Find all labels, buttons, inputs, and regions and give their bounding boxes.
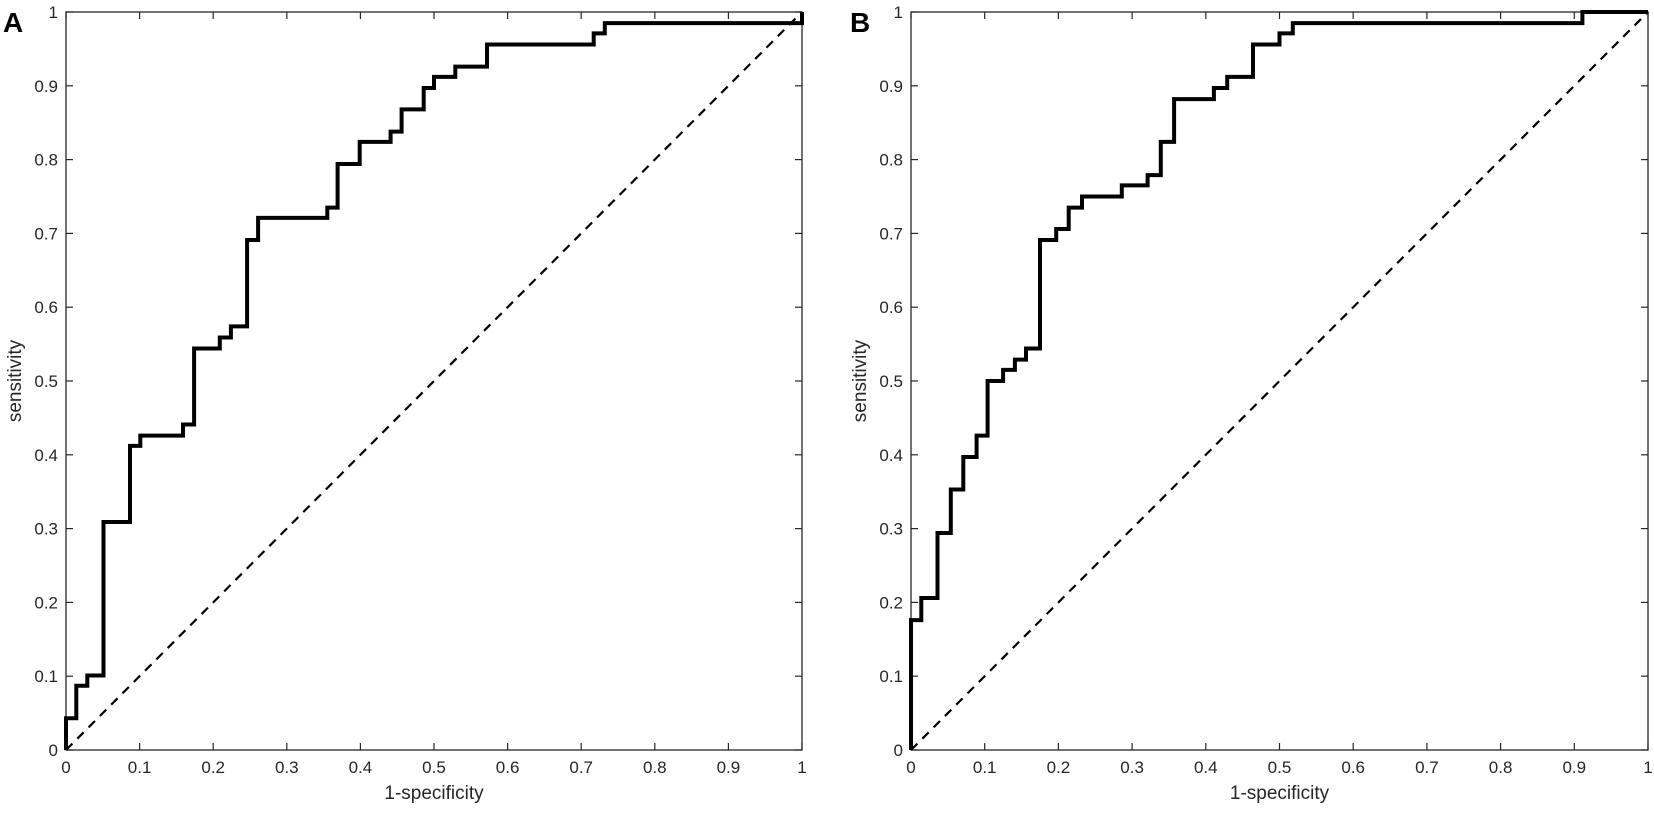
- y-tick-label: 0.3: [879, 520, 903, 539]
- y-tick-label: 0.2: [879, 593, 903, 612]
- x-axis-title: 1-specificity: [1230, 783, 1330, 804]
- x-tick-label: 0.5: [422, 758, 446, 777]
- y-tick-label: 0.7: [879, 224, 903, 243]
- panel-letter: A: [3, 7, 23, 38]
- y-tick-label: 0.4: [34, 446, 58, 465]
- x-tick-label: 1: [1643, 758, 1652, 777]
- y-tick-label: 0.5: [879, 372, 903, 391]
- y-tick-label: 0.3: [34, 520, 58, 539]
- roc-curve: [64, 12, 804, 750]
- x-tick-label: 0.2: [201, 758, 225, 777]
- x-tick-label: 0.8: [1489, 758, 1513, 777]
- x-tick-label: 0: [61, 758, 70, 777]
- x-tick-label: 0.9: [717, 758, 741, 777]
- y-axis-title: sensitivity: [850, 339, 871, 422]
- x-tick-label: 1: [797, 758, 806, 777]
- x-tick-label: 0.4: [349, 758, 373, 777]
- x-tick-label: 0.7: [569, 758, 593, 777]
- y-tick-label: 1: [894, 3, 903, 22]
- panel-a: A 0 0.1 0.2 0.3 0.4 0.5 0.6 0.7 0.8 0.9 1 0 0.1 0.2 0.3…: [3, 3, 807, 804]
- x-tick-label: 0.4: [1194, 758, 1218, 777]
- y-tick-label: 0.9: [879, 77, 903, 96]
- reference-diagonal-line: [910, 11, 1649, 751]
- x-tick-label: 0.2: [1047, 758, 1071, 777]
- x-tick-label: 0: [906, 758, 915, 777]
- x-tick-label: 0.3: [275, 758, 299, 777]
- x-tick-label: 0.6: [496, 758, 520, 777]
- x-tick-label: 0.8: [643, 758, 667, 777]
- y-tick-label: 0.6: [34, 298, 58, 317]
- x-tick-label: 0.1: [128, 758, 152, 777]
- x-tick-label: 0.1: [973, 758, 997, 777]
- x-tick-label: 0.6: [1341, 758, 1365, 777]
- panel-letter: B: [850, 7, 870, 38]
- y-tick-label: 0.4: [879, 446, 903, 465]
- x-tick-label: 0.5: [1268, 758, 1292, 777]
- y-tick-label: 0.7: [34, 224, 58, 243]
- y-tick-label: 0.1: [879, 667, 903, 686]
- y-axis-title: sensitivity: [5, 339, 26, 422]
- y-tick-label: 0.6: [879, 298, 903, 317]
- reference-diagonal-line: [65, 11, 803, 751]
- y-tick-label: 0.8: [34, 151, 58, 170]
- x-axis-title: 1-specificity: [384, 783, 484, 804]
- y-tick-label: 0.9: [34, 77, 58, 96]
- y-tick-label: 0.8: [879, 151, 903, 170]
- y-tick-label: 0: [894, 741, 903, 760]
- roc-curve: [909, 10, 1648, 750]
- y-tick-label: 0.2: [34, 593, 58, 612]
- y-tick-label: 1: [49, 3, 58, 22]
- x-tick-label: 0.9: [1562, 758, 1586, 777]
- y-tick-label: 0.1: [34, 667, 58, 686]
- panel-b: B 0 0.1 0.2 0.3 0.4 0.5 0.6 0.7 0.8 0.9 1 0 0.1 0.2 0.3…: [850, 3, 1653, 804]
- x-tick-label: 0.7: [1415, 758, 1439, 777]
- y-tick-label: 0.5: [34, 372, 58, 391]
- y-tick-label: 0: [49, 741, 58, 760]
- x-tick-label: 0.3: [1120, 758, 1144, 777]
